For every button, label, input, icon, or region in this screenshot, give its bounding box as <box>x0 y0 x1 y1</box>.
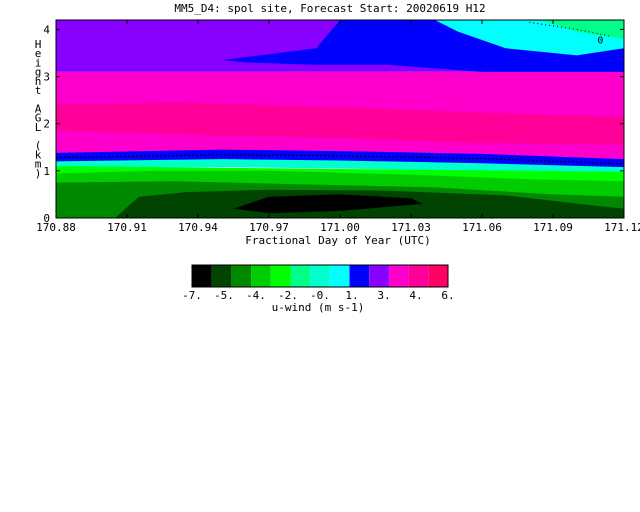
x-tick-label: 171.12 <box>604 221 640 234</box>
x-tick-label: 170.94 <box>178 221 218 234</box>
zero-contour-line <box>56 154 624 165</box>
y-label-char: A <box>35 102 42 115</box>
x-axis-label: Fractional Day of Year (UTC) <box>245 234 430 247</box>
colorbar-swatch <box>270 265 291 287</box>
colorbar-tick-label: -5. <box>214 289 234 302</box>
colorbar-tick-label: -4. <box>246 289 266 302</box>
x-tick-label: 170.88 <box>36 221 76 234</box>
colorbar-tick-label: 6. <box>441 289 454 302</box>
colorbar-swatch <box>408 265 429 287</box>
colorbar-swatch <box>349 265 370 287</box>
colorbar-swatch <box>251 265 271 287</box>
colorbar-swatch <box>329 265 350 287</box>
y-label-char: i <box>35 56 42 69</box>
colorbar: -7. -5. -4. -2. -0. 1. 3. 4. 6. <box>182 264 455 302</box>
colorbar-swatch <box>231 265 252 287</box>
chart-title: MM5_D4: spol site, Forecast Start: 20020… <box>174 2 485 15</box>
y-label-char: H <box>35 38 42 51</box>
y-label-char: h <box>35 75 42 88</box>
colorbar-label: u-wind (m s-1) <box>272 301 365 314</box>
colorbar-tick-label: 4. <box>409 289 422 302</box>
y-label-char: m <box>35 158 42 171</box>
x-tick-label: 170.97 <box>249 221 289 234</box>
y-label-char: e <box>35 47 42 60</box>
y-tick-label: 4 <box>43 23 50 36</box>
y-label-char: g <box>35 66 42 79</box>
x-axis: 170.88 170.91 170.94 170.97 171.00 171.03 171.… <box>36 20 640 234</box>
contour-region-upper-lightgreen <box>541 20 624 39</box>
colorbar-swatch <box>388 265 409 287</box>
colorbar-swatch <box>192 265 212 287</box>
y-tick-label: 3 <box>43 71 50 84</box>
x-tick-label: 171.03 <box>391 221 431 234</box>
colorbar-tick-label: -7. <box>182 289 202 302</box>
y-label-char: k <box>35 148 42 161</box>
colorbar-tick-label: 3. <box>377 289 390 302</box>
y-label-char: ( <box>35 139 42 152</box>
colorbar-tick-label: 1. <box>345 289 358 302</box>
colorbar-tick-label: -0. <box>310 289 330 302</box>
x-tick-label: 170.91 <box>107 221 147 234</box>
colorbar-swatch <box>290 265 311 287</box>
colorbar-swatch <box>211 265 232 287</box>
colorbar-swatch <box>428 265 448 287</box>
contour-region-middle-magenta <box>56 102 624 145</box>
y-label-char: G <box>35 112 42 125</box>
colorbar-frame <box>191 264 449 288</box>
x-tick-label: 171.06 <box>462 221 502 234</box>
colorbar-swatch <box>369 265 389 287</box>
contour-region-low-cyan <box>56 159 624 174</box>
y-label-char: t <box>35 84 42 97</box>
y-tick-label: 2 <box>43 118 50 131</box>
y-tick-label: 1 <box>43 165 50 178</box>
x-tick-label: 171.00 <box>320 221 360 234</box>
y-label-char: ) <box>35 167 42 180</box>
colorbar-tick-label: -2. <box>278 289 298 302</box>
contour-label: 0 <box>597 36 603 47</box>
contour-region-low-black <box>233 194 423 214</box>
colorbar-swatch <box>310 265 330 287</box>
y-label-char: L <box>35 121 42 134</box>
y-axis: 0 1 2 3 4 <box>43 23 624 225</box>
x-tick-label: 171.09 <box>533 221 573 234</box>
y-tick-label: 0 <box>43 212 50 225</box>
plot-area: 0 <box>55 19 625 219</box>
